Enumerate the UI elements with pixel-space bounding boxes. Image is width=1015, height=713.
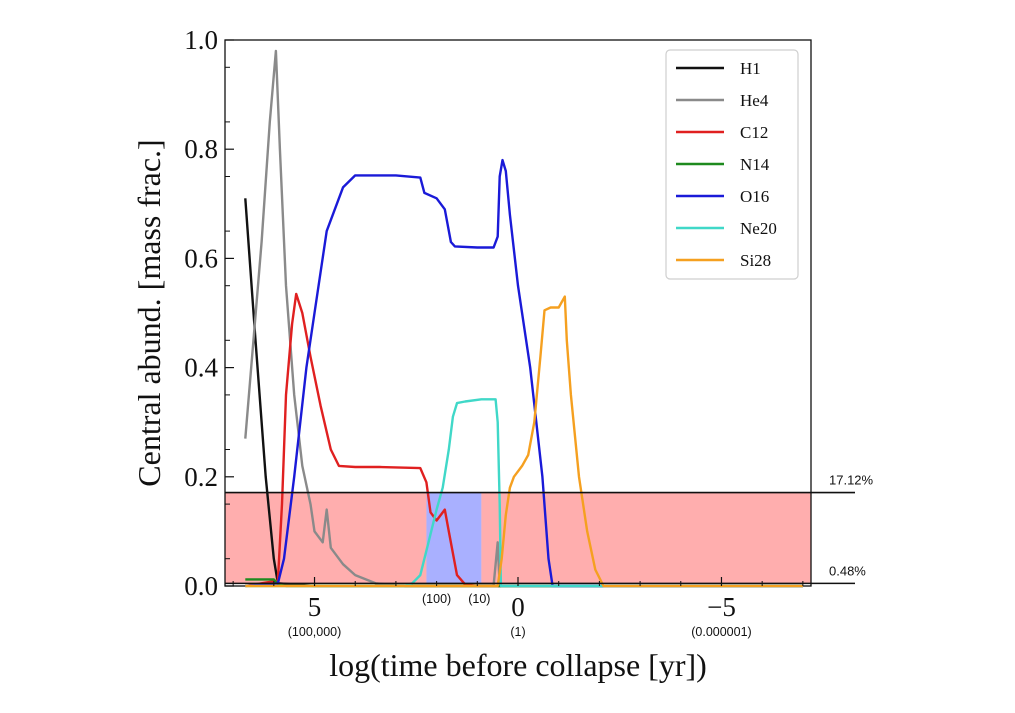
legend-label-he4: He4 — [740, 91, 769, 110]
red-band-right — [481, 492, 811, 584]
x-axis-title: log(time before collapse [yr]) — [329, 647, 707, 683]
series-line-ne20 — [245, 398, 803, 588]
x-tick-sublabel: (0.000001) — [691, 625, 751, 639]
series-line-si28 — [245, 295, 803, 588]
series-line-c12 — [245, 292, 803, 588]
x-extra-label: (100) — [422, 592, 451, 606]
series-line-o16 — [245, 158, 803, 588]
y-tick-label: 0.2 — [184, 462, 218, 492]
y-axis-title: Central abund. [mass frac.] — [131, 139, 167, 486]
reference-line-label-1: 0.48% — [829, 563, 866, 578]
legend: H1 He4 C12 N14 O16 Ne20 Si28 — [665, 49, 799, 280]
y-tick-label: 0.6 — [184, 243, 218, 273]
y-tick-label: 0.0 — [184, 571, 218, 601]
x-tick-label: −5 — [707, 592, 736, 622]
y-tick-label: 0.8 — [184, 134, 218, 164]
blue-band — [426, 492, 482, 584]
x-tick-sublabel: (1) — [510, 625, 525, 639]
legend-label-o16: O16 — [740, 187, 769, 206]
x-tick-label: 5 — [308, 592, 322, 622]
legend-label-n14: N14 — [740, 155, 770, 174]
reference-line-label-0: 17.12% — [829, 473, 874, 488]
legend-label-c12: C12 — [740, 123, 768, 142]
x-tick-label: 0 — [511, 592, 525, 622]
legend-label-si28: Si28 — [740, 251, 771, 270]
x-extra-label: (10) — [468, 592, 490, 606]
red-band-left — [225, 492, 427, 584]
reference-lines: 17.12% 0.48% — [225, 473, 874, 585]
x-tick-sublabel: (100,000) — [288, 625, 342, 639]
highlight-bands — [225, 492, 811, 584]
legend-label-h1: H1 — [740, 59, 761, 78]
axis-ticks: 0.0 0.2 0.4 0.6 0.8 1.0 5 (100,000) 0 (1) −5 (0.000… — [184, 25, 804, 639]
y-tick-label: 0.4 — [184, 353, 218, 383]
legend-box — [665, 49, 799, 280]
y-tick-label: 1.0 — [184, 25, 218, 55]
legend-label-ne20: Ne20 — [740, 219, 777, 238]
